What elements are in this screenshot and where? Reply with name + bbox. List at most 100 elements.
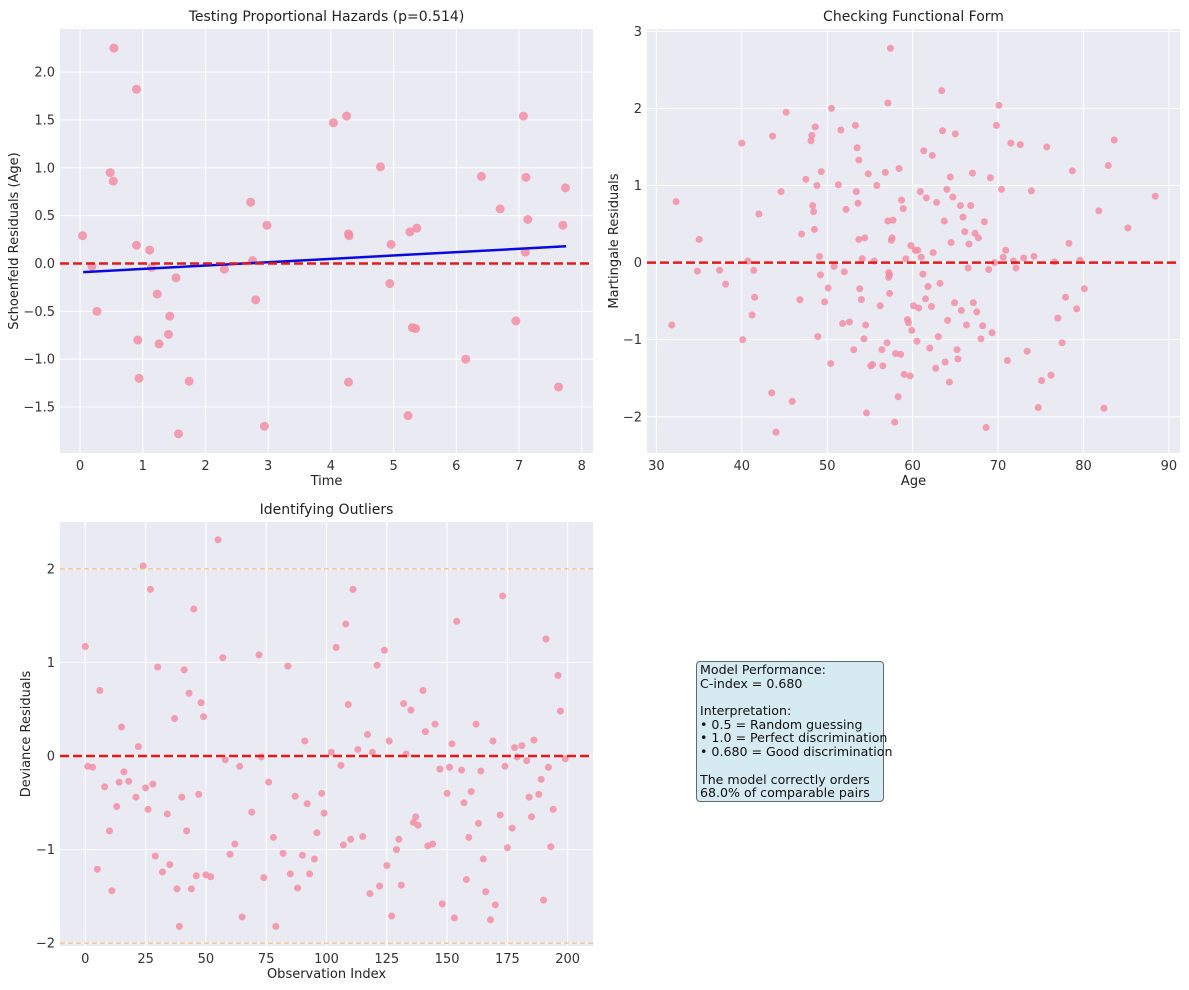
data-point (431, 720, 439, 728)
data-point (938, 87, 946, 95)
plot-area-background (60, 29, 593, 453)
data-point (906, 372, 914, 380)
data-point (375, 162, 385, 172)
data-point (108, 887, 116, 895)
data-point (992, 121, 1000, 129)
data-point (814, 333, 822, 341)
data-point (827, 360, 835, 368)
data-point (265, 778, 273, 786)
data-point (1068, 167, 1076, 175)
data-point (1100, 404, 1108, 412)
data-point (748, 311, 756, 319)
data-point (400, 700, 408, 708)
x-tick-label: 3 (264, 459, 272, 474)
data-point (185, 689, 193, 697)
data-point (1073, 305, 1081, 313)
y-tick-label: 2.0 (34, 66, 55, 81)
y-tick-label: 2 (47, 562, 55, 577)
data-point (876, 302, 884, 310)
y-tick-label: −1 (623, 333, 642, 348)
data-point (824, 284, 832, 292)
x-tick-label: 100 (314, 952, 339, 967)
data-point (668, 321, 676, 329)
data-point (105, 168, 115, 178)
data-point (899, 205, 907, 213)
data-point (560, 183, 570, 193)
data-point (802, 175, 810, 183)
data-point (436, 765, 444, 773)
data-point (949, 193, 957, 201)
data-point (113, 803, 121, 811)
data-point (965, 240, 973, 248)
y-axis-label: Deviance Residuals (19, 671, 34, 798)
data-point (945, 378, 953, 386)
model-performance-textbox: Model Performance: C-index = 0.680 Inter… (696, 661, 892, 802)
x-tick-label: 1 (139, 459, 147, 474)
data-point (884, 217, 892, 225)
y-tick-label: −1.5 (23, 401, 55, 416)
info-line: Interpretation: (700, 703, 792, 719)
data-point (320, 809, 328, 817)
data-point (163, 329, 173, 339)
data-point (1043, 143, 1051, 151)
data-point (821, 298, 829, 306)
data-point (549, 805, 557, 813)
data-point (528, 813, 535, 821)
residual-points (78, 43, 570, 439)
data-point (878, 346, 886, 354)
data-point (200, 713, 207, 721)
data-point (1058, 339, 1066, 347)
data-point (920, 147, 928, 155)
data-point (318, 789, 326, 797)
data-point (542, 635, 550, 643)
data-point (105, 827, 113, 835)
data-point (149, 780, 157, 788)
data-point (751, 293, 759, 301)
data-point (869, 360, 876, 368)
data-point (92, 306, 102, 316)
data-point (499, 592, 507, 600)
data-point (175, 922, 183, 930)
y-tick-label: 1 (634, 179, 642, 194)
data-point (259, 421, 269, 431)
data-point (1002, 246, 1010, 254)
y-axis-label: Martingale Residuals (607, 173, 622, 308)
data-point (385, 279, 395, 289)
data-point (943, 185, 951, 193)
data-point (342, 111, 352, 121)
data-point (231, 840, 239, 848)
y-tick-label: 0.5 (34, 209, 55, 224)
data-point (89, 763, 97, 771)
functional-form-panel: 30 40 50 60 70 80 90 −2 −1 0 1 2 3 Checking Function… (607, 9, 1180, 489)
data-point (915, 304, 923, 312)
data-point (796, 296, 804, 304)
x-tick-label: 2 (201, 459, 209, 474)
proportional-hazards-panel: 0 1 2 3 4 5 6 7 8 −1.5 −1.0 −0.5 0.0 0.5 1.0 1.5 2.0 Tes… (7, 9, 593, 489)
data-point (491, 901, 499, 909)
data-point (171, 715, 179, 723)
data-point (495, 204, 505, 214)
data-point (530, 736, 538, 744)
data-point (810, 225, 818, 233)
data-point (554, 672, 562, 680)
data-point (446, 763, 453, 771)
data-point (921, 295, 929, 303)
data-point (857, 296, 865, 304)
info-line: • 0.5 = Random guessing (700, 716, 863, 732)
data-point (392, 846, 400, 854)
data-point (461, 354, 471, 364)
data-point (286, 870, 294, 878)
data-point (448, 740, 456, 748)
data-point (154, 339, 164, 349)
y-tick-label: 0 (47, 749, 55, 764)
data-point (540, 896, 548, 904)
data-point (251, 295, 261, 305)
data-point (438, 900, 446, 908)
data-point (197, 699, 205, 707)
data-point (856, 285, 864, 293)
data-point (284, 662, 292, 670)
data-point (914, 246, 922, 254)
data-point (101, 783, 109, 791)
data-point (913, 337, 921, 345)
data-point (219, 264, 229, 274)
